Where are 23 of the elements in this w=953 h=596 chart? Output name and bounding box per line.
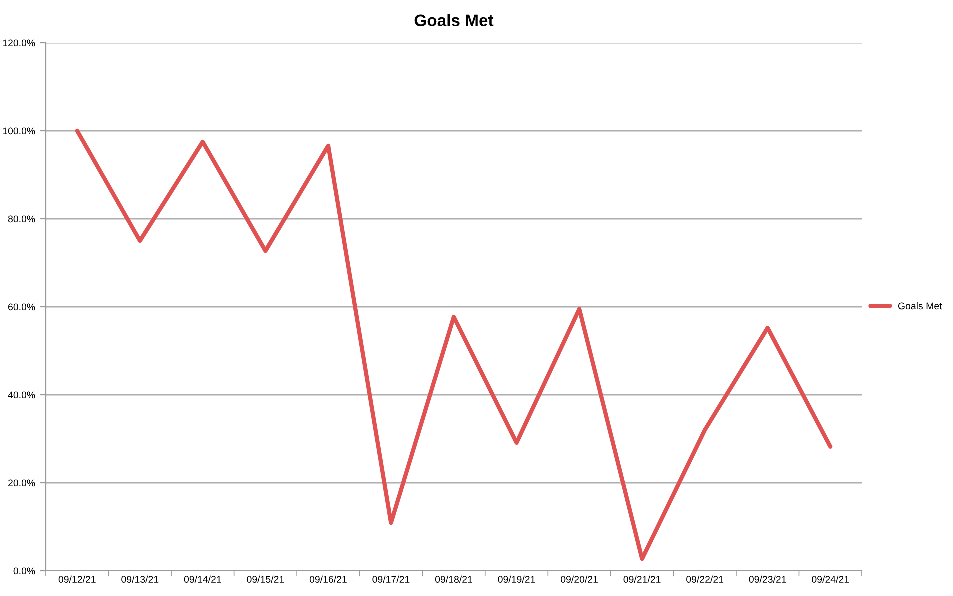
chart-title: Goals Met [414,14,494,26]
y-tick-label: 20.0% [8,480,36,487]
y-tick-label: 60.0% [8,304,36,311]
x-tick-label: 09/23/21 [749,576,786,583]
y-tick-label: 100.0% [3,128,36,135]
y-tick-label: 80.0% [8,216,36,223]
line-series [75,128,833,562]
x-tick-label: 09/17/21 [372,576,410,583]
x-tick-label: 09/14/21 [184,576,222,583]
x-tick-label: 09/24/21 [812,576,850,583]
x-tick-label: 09/16/21 [310,576,347,583]
x-tick-label: 09/13/21 [122,576,159,583]
x-tick-label: 09/21/21 [624,576,661,583]
x-tick-label: 09/20/21 [561,576,598,583]
x-tick-label: 09/12/21 [58,576,96,583]
x-tick-label: 09/22/21 [686,576,724,583]
y-tick-label: 40.0% [8,392,36,399]
x-tick-label: 09/18/21 [435,576,472,583]
x-tick-label: 09/15/21 [247,576,284,583]
x-tick-label: 09/19/21 [498,576,536,583]
y-tick-label: 120.0% [3,40,36,47]
y-tick-label: 0.0% [14,568,36,575]
legend-label: Goals Met [898,302,942,310]
